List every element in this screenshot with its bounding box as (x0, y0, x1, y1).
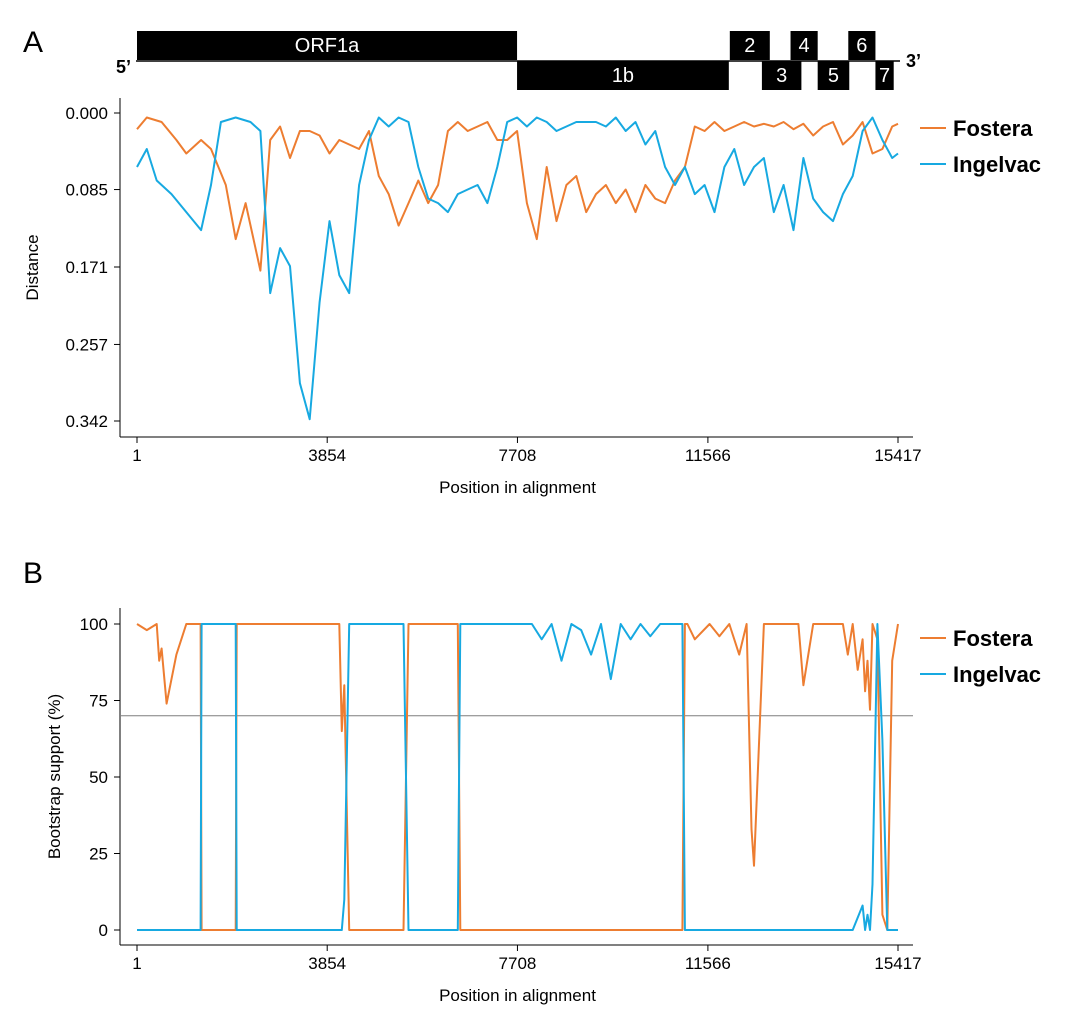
legend-label-ingelvac: Ingelvac (953, 662, 1041, 687)
y-tick-label: 0 (99, 921, 108, 940)
orf-label-4: 4 (799, 35, 810, 57)
x-axis-title: Position in alignment (439, 478, 596, 497)
x-tick-label: 15417 (874, 446, 921, 465)
y-tick-label: 0.342 (65, 412, 108, 431)
x-tick-label: 1 (132, 954, 141, 973)
series-line-ingelvac (137, 623, 898, 931)
orf-box-2 (729, 31, 770, 60)
series-line-fostera (136, 623, 899, 931)
y-axis-title: Bootstrap support (%) (45, 694, 64, 859)
x-tick-label: 15417 (874, 954, 921, 973)
series-line-fostera (136, 116, 899, 272)
panel-letter: A (23, 26, 43, 59)
panel-b-chart: B 1 3854 7708 11566 15417 Position in alignmen… (23, 557, 1041, 1005)
y-tick-label: 0.171 (65, 258, 108, 277)
orf-box-5 (817, 61, 850, 90)
y-tick-label: 50 (89, 768, 108, 787)
orf-label-2: 2 (744, 35, 755, 57)
orf-label-orf1a: ORF1a (295, 35, 360, 57)
orf-box-7 (875, 61, 894, 90)
panel-letter: B (23, 557, 43, 590)
y-tick-label: 0.257 (65, 335, 108, 354)
orf-label-1b: 1b (612, 65, 634, 87)
x-tick-label: 1 (132, 446, 141, 465)
orf-box-1b (517, 61, 729, 90)
y-axis-title: Distance (23, 234, 42, 300)
orf-label-3: 3 (776, 65, 787, 87)
y-tick-label: 100 (80, 615, 108, 634)
legend-label-fostera: Fostera (953, 626, 1033, 651)
orf-label-5: 5 (828, 65, 839, 87)
x-tick-label: 7708 (499, 446, 537, 465)
three-prime-label: 3’ (906, 51, 921, 71)
y-tick-label: 25 (89, 845, 108, 864)
orf-label-6: 6 (856, 35, 867, 57)
x-tick-label: 11566 (685, 446, 731, 465)
y-tick-label: 75 (89, 692, 108, 711)
orf-label-7: 7 (879, 65, 890, 87)
legend-label-ingelvac: Ingelvac (953, 152, 1041, 177)
x-tick-label: 7708 (499, 954, 537, 973)
series-line-ingelvac (136, 116, 899, 421)
x-tick-label: 3854 (308, 954, 346, 973)
x-tick-label: 11566 (685, 954, 731, 973)
orf-box-6 (848, 31, 876, 60)
orf-box-3 (761, 61, 802, 90)
y-tick-label: 0.000 (65, 104, 108, 123)
orf-box-4 (790, 31, 818, 60)
legend-label-fostera: Fostera (953, 116, 1033, 141)
orf-box-orf1a (137, 31, 518, 60)
panel-a-chart: A 1 3854 7708 11566 15417 Position in alignmen… (23, 26, 1041, 497)
x-axis-title: Position in alignment (439, 986, 596, 1005)
y-tick-label: 0.085 (65, 181, 108, 200)
five-prime-label: 5’ (116, 57, 131, 77)
x-tick-label: 3854 (308, 446, 346, 465)
